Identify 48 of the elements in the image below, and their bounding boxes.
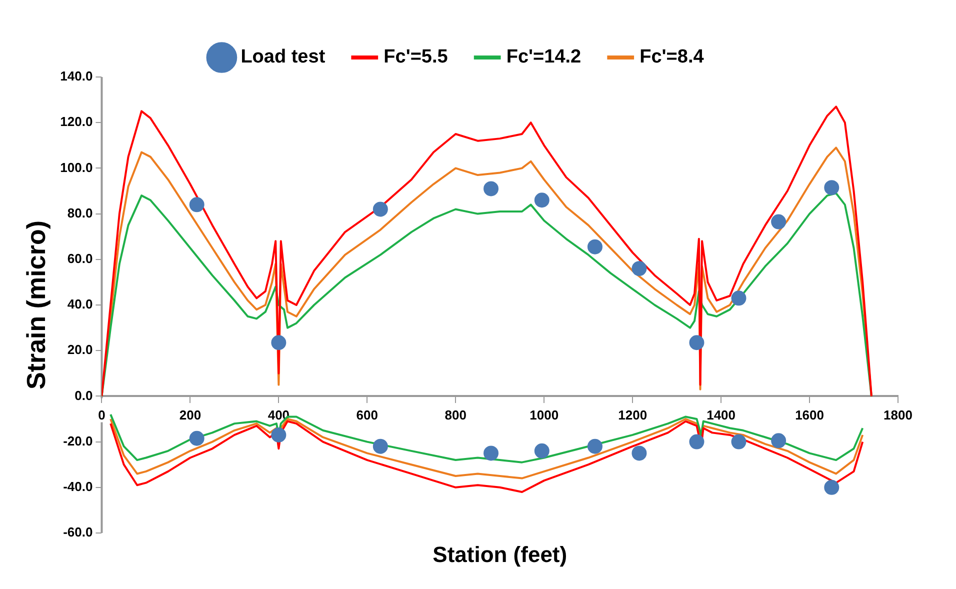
- point: [484, 446, 499, 461]
- point: [731, 290, 746, 306]
- point: [771, 433, 786, 448]
- x-tick-label: 800: [444, 408, 466, 423]
- point: [824, 480, 840, 495]
- x-tick-label: 1000: [530, 408, 559, 423]
- x-tick-label: 600: [356, 408, 378, 423]
- point: [189, 430, 204, 446]
- y-tick-label: -20.0: [63, 433, 93, 448]
- point: [824, 180, 840, 196]
- point: [771, 214, 786, 230]
- x-axis-title: Station (feet): [432, 542, 568, 568]
- point: [689, 434, 704, 450]
- point: [731, 434, 746, 450]
- y-axis-title: Strain (micro): [20, 220, 51, 390]
- point: [372, 438, 388, 454]
- y-tick-label: 100.0: [60, 160, 93, 175]
- x-tick-label: 0: [98, 408, 106, 423]
- legend-label: Fc'=8.4: [640, 46, 704, 68]
- x-tick-label: 1800: [884, 408, 912, 423]
- y-tick-label: -40.0: [63, 478, 93, 494]
- x-tick-label: 1200: [618, 408, 648, 423]
- point: [271, 335, 286, 350]
- legend-label: Load test: [240, 46, 326, 68]
- y-tick-label: -60.0: [63, 524, 93, 540]
- y-tick-label: 20.0: [67, 342, 93, 358]
- point: [587, 438, 602, 454]
- point: [271, 427, 286, 442]
- y-tick-label: 40.0: [67, 296, 93, 312]
- y-tick-label: 0.0: [74, 388, 93, 403]
- x-tick-label: 1400: [706, 408, 736, 423]
- legend-label: Fc'=5.5: [384, 46, 448, 68]
- y-tick-label: 80.0: [67, 205, 93, 220]
- y-tick-label: 120.0: [60, 114, 93, 130]
- y-tick-label: 60.0: [67, 250, 93, 266]
- point: [689, 335, 704, 350]
- point: [189, 197, 204, 212]
- point: [534, 192, 550, 208]
- point: [484, 181, 499, 196]
- y-tick-label: 140.0: [60, 68, 93, 84]
- point: [632, 261, 647, 276]
- point: [372, 202, 388, 217]
- point: [534, 443, 550, 458]
- point: [632, 446, 647, 461]
- legend-label: Fc'=14.2: [506, 46, 582, 68]
- x-tick-label: 200: [179, 408, 202, 423]
- x-tick-label: 1600: [795, 408, 824, 423]
- point: [587, 239, 602, 254]
